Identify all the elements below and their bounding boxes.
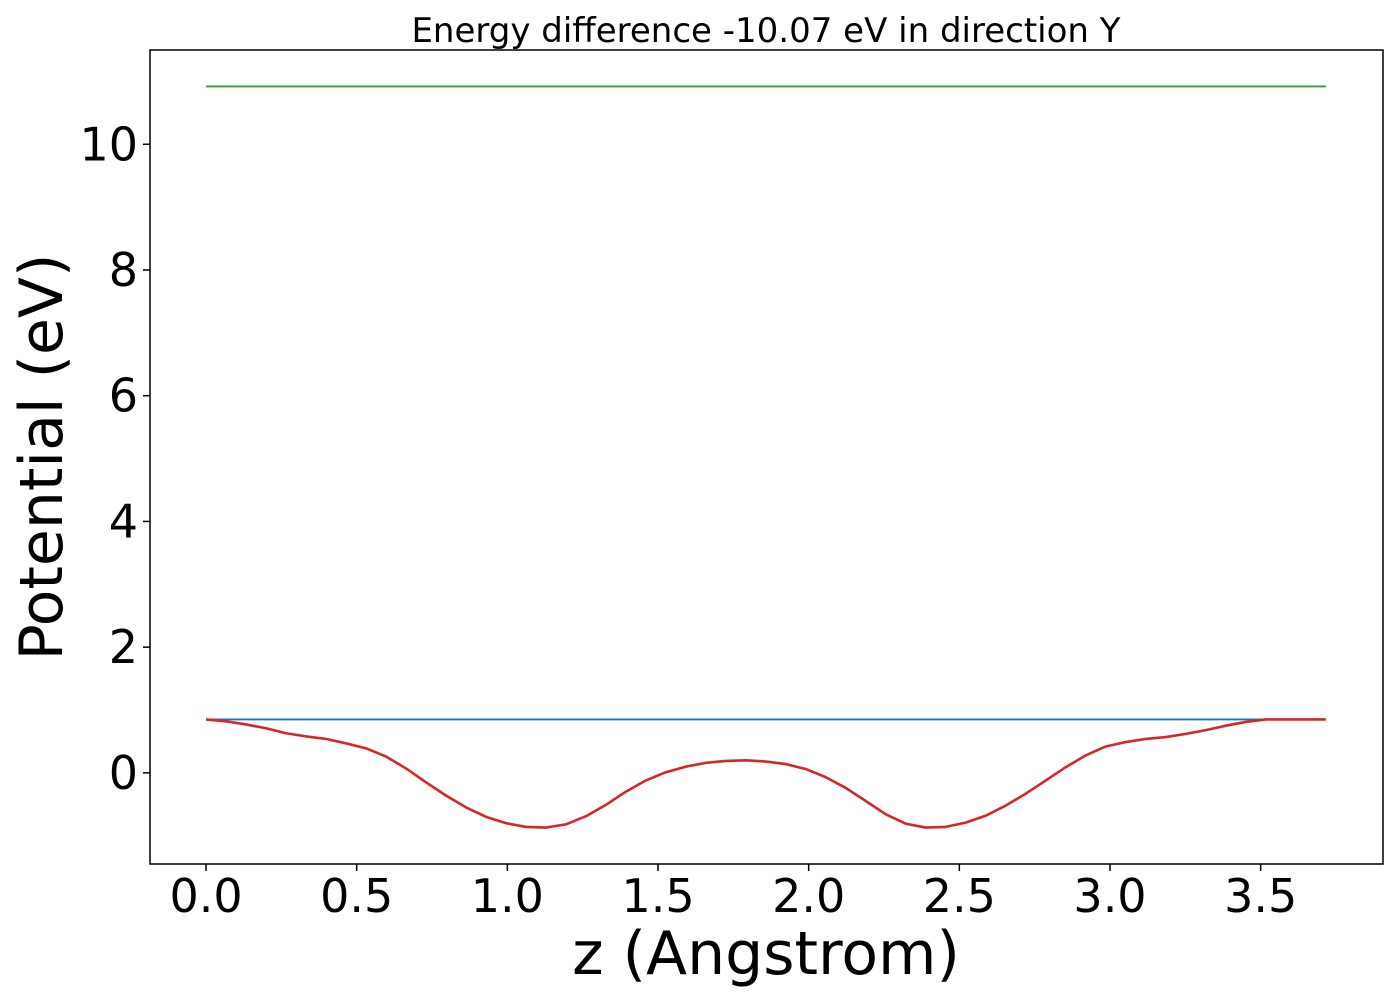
series-layer xyxy=(205,85,1326,829)
y-axis-label: Potential (eV) xyxy=(7,254,77,661)
plot-frame xyxy=(149,49,1384,865)
y-tick-label: 0 xyxy=(109,746,138,800)
x-tick-label: 0.0 xyxy=(169,869,242,923)
y-tick-label: 10 xyxy=(79,117,138,171)
series-line-0 xyxy=(205,718,1326,829)
x-tick-label: 2.5 xyxy=(923,869,996,923)
y-tick-label: 8 xyxy=(109,243,138,297)
y-tick-label: 4 xyxy=(109,494,138,548)
y-tick-label: 2 xyxy=(109,620,138,674)
x-tick-label: 1.0 xyxy=(471,869,544,923)
y-tick-label: 6 xyxy=(109,369,138,423)
x-tick-label: 1.5 xyxy=(621,869,694,923)
x-axis-label: z (Angstrom) xyxy=(572,919,960,989)
x-tick-label: 2.0 xyxy=(772,869,845,923)
ticks-layer: 0.0 0.5 1.0 1.5 2.0 2.5 3.0 3.5 0 2 4 6 8 10 xyxy=(79,117,1297,923)
x-tick-label: 3.5 xyxy=(1224,869,1297,923)
x-tick-label: 0.5 xyxy=(320,869,393,923)
x-tick-label: 3.0 xyxy=(1073,869,1146,923)
chart-title: Energy difference -10.07 eV in direction… xyxy=(411,11,1120,51)
